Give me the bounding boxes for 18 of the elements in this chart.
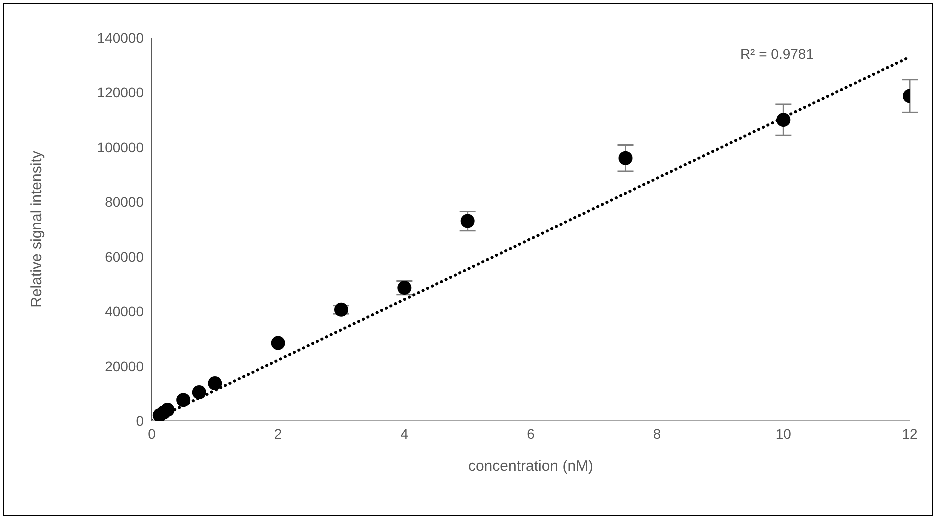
y-axis-title: Relative signal intensity (28, 150, 46, 308)
y-tick-label: 0 (136, 412, 144, 429)
x-tick-label: 8 (653, 426, 662, 442)
x-axis-title: concentration (nM) (468, 458, 594, 475)
x-tick-label: 6 (527, 426, 536, 442)
y-tick-label: 60000 (105, 248, 144, 265)
y-tick-label: 80000 (105, 194, 144, 210)
y-tick-label: 40000 (105, 304, 144, 320)
annotation: R² = 0.9781 (740, 46, 814, 62)
y-tick-label: 20000 (105, 358, 144, 374)
x-tick-label: 10 (776, 426, 792, 442)
y-tick-label: 120000 (97, 84, 144, 101)
x-tick-label: 2 (274, 426, 282, 442)
x-tick-label: 4 (400, 426, 409, 442)
y-tick-label: 100000 (97, 139, 144, 156)
x-tick-label: 0 (148, 426, 156, 442)
y-tick-label: 140000 (97, 30, 144, 46)
x-tick-label: 12 (902, 426, 918, 442)
